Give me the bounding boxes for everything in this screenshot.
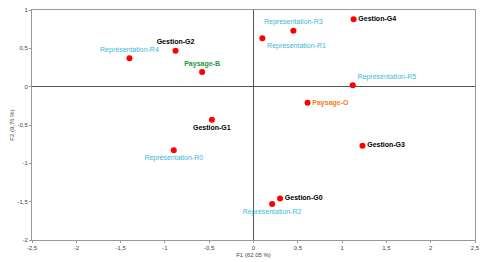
svg-text:-1,5: -1,5 (115, 245, 126, 251)
svg-text:Gestion-G4: Gestion-G4 (358, 15, 396, 22)
svg-text:Gestion-G3: Gestion-G3 (367, 141, 405, 148)
svg-text:-2: -2 (74, 245, 80, 251)
svg-text:Paysage-O: Paysage-O (312, 99, 349, 107)
svg-text:0: 0 (252, 245, 256, 251)
svg-text:-0,5: -0,5 (204, 245, 215, 251)
svg-text:2,5: 2,5 (471, 245, 480, 251)
svg-text:-1,5: -1,5 (17, 199, 28, 205)
svg-text:Gestion-G2: Gestion-G2 (157, 38, 195, 45)
svg-text:2: 2 (429, 245, 433, 251)
svg-text:Représentation-R1: Représentation-R1 (267, 42, 326, 50)
svg-text:1,5: 1,5 (382, 245, 391, 251)
svg-text:Représentation-R2: Représentation-R2 (243, 208, 302, 216)
svg-text:F1 (62,05 %): F1 (62,05 %) (236, 252, 271, 258)
svg-text:Représentation-R5: Représentation-R5 (357, 73, 416, 81)
svg-text:Gestion-G1: Gestion-G1 (193, 124, 231, 131)
svg-text:Paysage-B: Paysage-B (184, 60, 220, 68)
svg-text:1: 1 (340, 245, 344, 251)
svg-text:Représentation-R0: Représentation-R0 (144, 154, 203, 162)
svg-text:Représentation-R4: Représentation-R4 (100, 46, 159, 54)
svg-text:0,5: 0,5 (294, 245, 303, 251)
svg-text:-2,5: -2,5 (27, 245, 38, 251)
svg-text:-1: -1 (162, 245, 168, 251)
svg-text:Représentation-R3: Représentation-R3 (264, 18, 323, 26)
svg-text:-2: -2 (22, 237, 28, 243)
svg-text:-1: -1 (22, 160, 28, 166)
svg-text:Gestion-G0: Gestion-G0 (285, 194, 323, 201)
svg-text:F2 (9,76 %): F2 (9,76 %) (9, 109, 15, 140)
svg-text:-0,5: -0,5 (17, 122, 28, 128)
svg-text:0: 0 (24, 84, 28, 90)
svg-text:0,5: 0,5 (19, 45, 28, 51)
svg-text:1: 1 (24, 7, 28, 13)
